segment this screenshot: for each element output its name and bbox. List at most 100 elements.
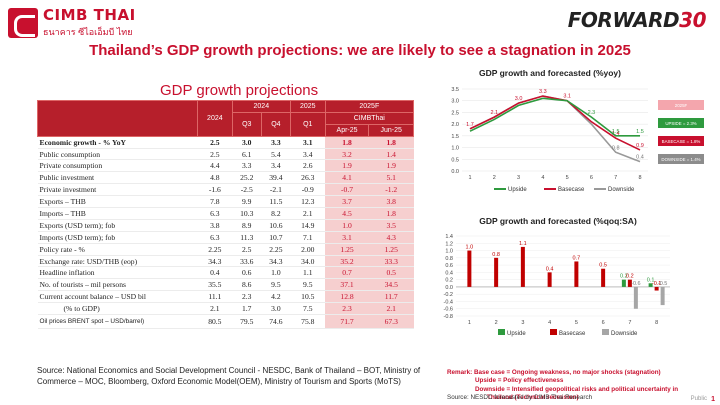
forward-number: 30	[679, 8, 706, 32]
table-cell: 4.5	[325, 207, 369, 220]
table-row: (% to GDP) 2.1 1.7 3.0 7.5 2.3 2.1	[37, 302, 414, 316]
y-tick-label: 0.2	[445, 278, 453, 284]
header-q4: Q4	[260, 111, 291, 137]
header-blank	[37, 100, 198, 137]
y-tick-label: 0.8	[445, 256, 453, 262]
table-row: Public consumption 2.5 6.1 5.4 3.4 3.2 1.4	[37, 148, 414, 161]
table-cell: 4.2	[261, 290, 291, 304]
data-label: 0.7	[573, 255, 581, 261]
x-tick-label: 5	[566, 175, 569, 181]
table-row: Private consumption 4.4 3.3 3.4 2.6 1.9 1.9	[37, 159, 414, 173]
row-label: (% to GDP)	[37, 302, 198, 316]
row-label: Private investment	[37, 183, 198, 197]
table-cell: -2.5	[232, 183, 262, 197]
data-label: 0.8	[612, 145, 620, 151]
chart-source: Source: NESDC forecasted by CIMB Thai Re…	[447, 394, 593, 401]
legend-label: Basecase	[559, 331, 586, 337]
table-cell: 10.5	[290, 290, 326, 304]
table-cell: 4.4	[197, 159, 233, 173]
page-number: 1	[711, 396, 715, 403]
row-label: Public consumption	[37, 148, 198, 161]
bar-upside	[621, 279, 626, 287]
table-cell: 3.2	[325, 148, 369, 161]
table-cell: 71.7	[325, 314, 369, 330]
scenario-box-label: BASECASE = 1.8%	[662, 139, 701, 144]
table-cell: 35.2	[325, 255, 369, 268]
legend-label: Upside	[507, 331, 526, 337]
table-cell: 11.3	[232, 231, 262, 244]
chart-title: GDP growth and forecasted (%yoy)	[479, 68, 621, 78]
table-cell: 3.4	[290, 148, 326, 161]
table-cell: 1.4	[368, 148, 414, 161]
x-tick-label: 1	[468, 175, 471, 181]
table-cell: 2.1	[290, 207, 326, 220]
table-cell: 5.1	[368, 171, 414, 185]
slide-title: Thailand’s GDP growth projections: we ar…	[89, 42, 631, 59]
table-cell: 7.1	[290, 231, 326, 244]
table-cell: 33.6	[232, 255, 262, 268]
data-label: -0.6	[631, 281, 640, 287]
remark-downside: Downside = Intensified geopolitical risk…	[475, 385, 679, 393]
logo-subtitle: ธนาคาร ซีไอเอ็มบี ไทย	[43, 27, 133, 37]
table-cell: 12.3	[290, 195, 326, 209]
table-cell: 9.9	[232, 195, 262, 209]
table-row: Oil prices BRENT spot – USD/barrel) 80.5 7…	[37, 314, 414, 330]
table-cell: 3.3	[261, 136, 291, 149]
row-label: Public investment	[37, 171, 198, 185]
table-cell: 3.0	[232, 136, 262, 149]
qoq-bar-chart: GDP growth and forecasted (%qoq:SA)1.41.…	[444, 216, 670, 337]
table-cell: 34.3	[197, 255, 233, 268]
cimb-logo: CIMB THAI ธนาคาร ซีไอเอ็มบี ไทย	[8, 6, 136, 39]
table-cell: 80.5	[197, 314, 233, 330]
x-tick-label: 6	[590, 175, 593, 181]
header-cimbthai: CIMBThai	[324, 111, 415, 125]
bar-upside	[648, 283, 653, 287]
table-cell: 67.3	[368, 314, 414, 330]
table-cell: 1.9	[368, 159, 414, 173]
header-2024-quarters: 2024	[231, 100, 291, 113]
table-cell: 0.5	[368, 266, 414, 280]
y-tick-label: 1.0	[451, 146, 459, 152]
gdp-projection-table: 2024 2024 2025 2025F Q3 Q4 Q1 CIMBThai A…	[37, 100, 415, 330]
row-label: Policy rate - %	[37, 243, 198, 256]
data-label: 0.5	[599, 263, 607, 269]
y-tick-label: 0.4	[445, 270, 453, 276]
legend-label: Downside	[608, 187, 635, 193]
table-cell: 0.7	[325, 266, 369, 280]
row-label: No. of tourists – mil persons	[37, 278, 198, 292]
table-cell: 3.0	[261, 302, 291, 316]
table-cell: 10.7	[261, 231, 291, 244]
table-source: Source: National Economics and Social De…	[37, 366, 421, 386]
table-cell: 2.3	[232, 290, 262, 304]
data-label: -0.1	[652, 281, 661, 287]
x-tick-label: 7	[614, 175, 617, 181]
data-label: 3.3	[539, 89, 547, 95]
table-cell: 34.5	[368, 278, 414, 292]
table-cell: 1.1	[290, 266, 326, 280]
table-cell: 4.1	[325, 171, 369, 185]
table-cell: 3.8	[197, 219, 233, 232]
table-cell: 3.8	[368, 195, 414, 209]
x-tick-label: 4	[541, 175, 544, 181]
scenario-box-label: DOWNSIDE = 1.4%	[661, 157, 700, 162]
header-q1: Q1	[289, 111, 326, 137]
table-cell: 10.3	[232, 207, 262, 220]
bar-basecase	[467, 250, 472, 287]
header-q3: Q3	[231, 111, 262, 137]
table-cell: 6.3	[197, 207, 233, 220]
data-label: 1.5	[636, 129, 644, 135]
table-cell: 4.3	[368, 231, 414, 244]
y-tick-label: 0.0	[445, 285, 453, 291]
table-cell: 9.5	[261, 278, 291, 292]
bar-basecase	[627, 279, 632, 287]
table-row: Public investment 4.8 25.2 39.4 26.3 4.1 5.1	[37, 171, 414, 185]
yoy-line-chart: GDP growth and forecasted (%yoy) 0.0 0.5 1.…	[451, 68, 704, 193]
row-label: Current account balance – USD bil	[37, 290, 198, 304]
table-cell: 3.1	[325, 231, 369, 244]
scenario-box	[658, 136, 704, 146]
table-cell: 34.3	[261, 255, 291, 268]
y-tick-label: 0.5	[451, 157, 459, 163]
x-tick-label: 2	[495, 320, 498, 326]
table-cell: -0.9	[290, 183, 326, 197]
bar-downside	[660, 286, 665, 306]
